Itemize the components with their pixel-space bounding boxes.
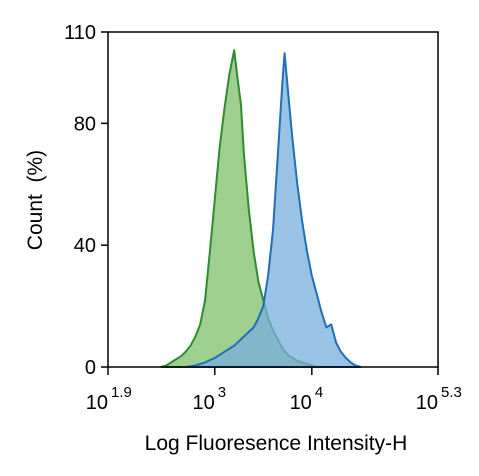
x-tick-exponent: 5.3 <box>441 384 462 401</box>
y-tick-label: 40 <box>74 235 96 257</box>
x-tick-exponent: 1.9 <box>111 384 132 401</box>
y-tick-label: 110 <box>64 22 96 44</box>
x-tick-exponent: 3 <box>218 384 226 401</box>
y-axis-title: Count (%) <box>24 150 47 250</box>
x-tick-label: 10 3 <box>193 384 227 414</box>
plot-series <box>160 49 362 368</box>
plot-frame <box>107 31 439 368</box>
x-tick-base: 10 <box>290 392 312 414</box>
x-tick-label: 10 5.3 <box>416 384 462 414</box>
y-axis: 0 40 80 110 <box>64 22 108 379</box>
x-tick-base: 10 <box>193 392 215 414</box>
x-tick-base: 10 <box>86 392 108 414</box>
x-axis-title: Log Fluoresence Intensity-H <box>145 432 408 455</box>
x-tick-label: 10 1.9 <box>86 384 132 414</box>
series-2-area <box>184 52 362 368</box>
x-tick-base: 10 <box>416 392 438 414</box>
y-tick-label: 80 <box>74 113 96 135</box>
y-tick-label: 0 <box>85 357 96 379</box>
x-tick-label: 10 4 <box>290 384 324 414</box>
x-tick-exponent: 4 <box>315 384 323 401</box>
x-axis: 10 1.9 10 3 10 4 10 5.3 <box>86 367 462 414</box>
